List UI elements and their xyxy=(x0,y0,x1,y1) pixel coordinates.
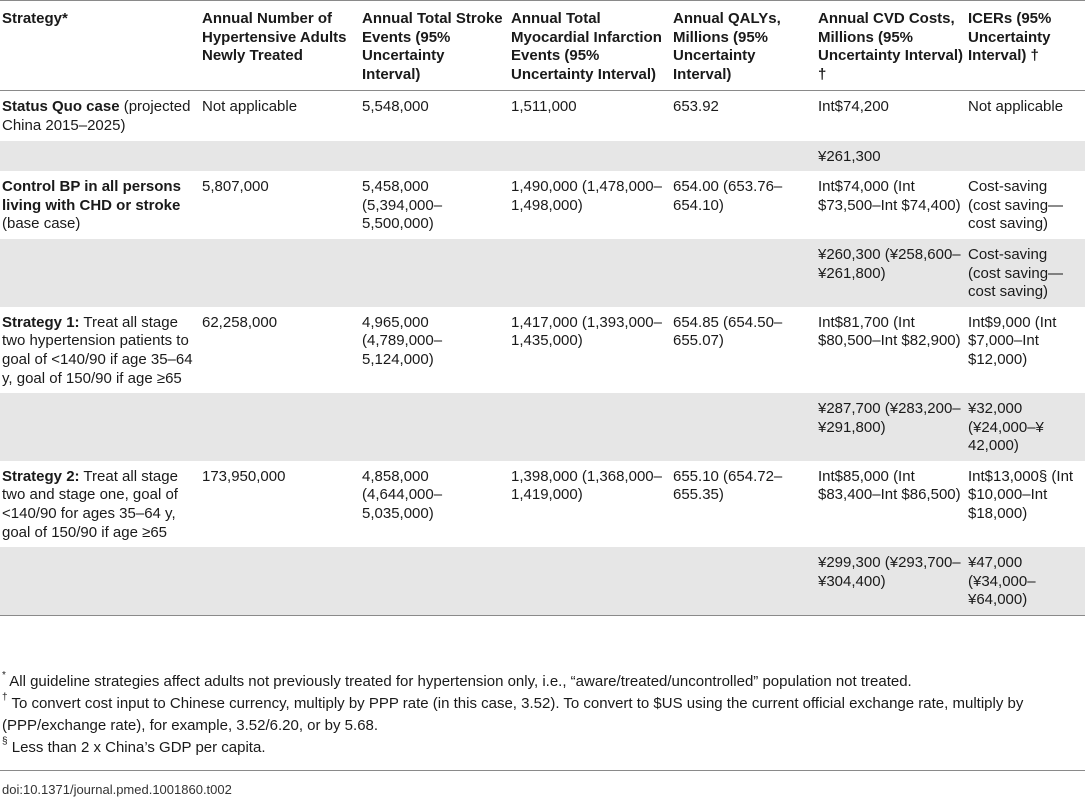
cell-costs: ¥260,300 (¥258,600–¥261,800) xyxy=(816,238,966,307)
cell-mi xyxy=(509,238,671,307)
cell-mi: 1,398,000 (1,368,000–1,419,000) xyxy=(511,467,662,504)
cell-strategy xyxy=(0,547,200,617)
table-row: Strategy 2: Treat all stage two and stag… xyxy=(0,461,1085,547)
cell-treated xyxy=(200,393,360,461)
table-row: ¥299,300 (¥293,700–¥304,400) ¥47,000 (¥3… xyxy=(0,547,1085,617)
header-cvd-costs: Annual CVD Costs, Millions (95% Uncertai… xyxy=(816,0,966,92)
cell-treated: 62,258,000 xyxy=(202,313,278,331)
strategy-name: Control BP in all persons living with CH… xyxy=(2,178,181,214)
cell-icers: ¥47,000 (¥34,000–¥64,000) xyxy=(966,547,1085,617)
cell-costs: Int$74,200 xyxy=(818,98,889,116)
table-row: ¥287,700 (¥283,200–¥291,800) ¥32,000 (¥2… xyxy=(0,393,1085,461)
header-stroke-events: Annual Total Stroke Events (95% Uncertai… xyxy=(360,0,509,92)
cell-strategy xyxy=(0,393,200,461)
cell-costs: ¥299,300 (¥293,700–¥304,400) xyxy=(816,547,966,617)
cell-treated xyxy=(200,238,360,307)
cell-stroke xyxy=(360,393,509,461)
cell-icers: Int$13,000§ (Int $10,000–Int $18,000) xyxy=(968,467,1074,523)
footnote: * All guideline strategies affect adults… xyxy=(2,671,1082,693)
cell-mi: 1,511,000 xyxy=(511,98,577,116)
cell-qalys: 654.00 (653.76–654.10) xyxy=(673,178,783,214)
cell-strategy xyxy=(0,238,200,307)
cell-strategy: Strategy 1: Treat all stage two hyperten… xyxy=(0,307,200,393)
footnote-mark: § xyxy=(2,736,8,747)
cell-stroke: 5,548,000 xyxy=(362,98,429,116)
strategy-name: Status Quo case xyxy=(2,98,120,116)
cell-costs: Int$85,000 (Int $83,400–Int $86,500) xyxy=(818,467,961,504)
cell-icers: Cost-saving (cost saving—cost saving) xyxy=(968,178,1064,233)
cell-mi xyxy=(509,393,671,461)
cell-stroke xyxy=(360,547,509,617)
header-row: Strategy* Annual Number of Hypertensive … xyxy=(0,0,1085,92)
cell-qalys: 654.85 (654.50–655.07) xyxy=(673,313,783,350)
cell-strategy: Control BP in all persons living with CH… xyxy=(0,171,200,239)
cell-icers: ¥32,000 (¥24,000–¥ 42,000) xyxy=(966,393,1085,461)
cell-mi xyxy=(509,140,671,172)
cell-qalys xyxy=(671,238,816,307)
table-row: ¥260,300 (¥258,600–¥261,800) Cost-saving… xyxy=(0,238,1085,307)
results-table: Strategy* Annual Number of Hypertensive … xyxy=(0,0,1085,617)
footnote-mark: † xyxy=(2,692,8,703)
cell-qalys xyxy=(671,140,816,172)
cell-qalys xyxy=(671,547,816,617)
header-qalys: Annual QALYs, Millions (95% Uncertainty … xyxy=(671,0,816,92)
table-row: Strategy 1: Treat all stage two hyperten… xyxy=(0,307,1085,393)
divider xyxy=(0,770,1085,771)
strategy-name: Strategy 2: xyxy=(2,467,80,485)
cell-strategy: Strategy 2: Treat all stage two and stag… xyxy=(0,461,200,547)
cell-treated xyxy=(200,140,360,172)
footnotes: * All guideline strategies affect adults… xyxy=(2,671,1082,759)
cell-mi: 1,490,000 (1,478,000–1,498,000) xyxy=(511,178,662,214)
cell-treated: 5,807,000 xyxy=(202,178,269,196)
cell-costs: Int$74,000 (Int $73,500–Int $74,400) xyxy=(818,178,961,214)
cell-mi xyxy=(509,547,671,617)
header-icers: ICERs (95% Uncertainty Interval) † xyxy=(966,0,1085,92)
cell-costs: ¥287,700 (¥283,200–¥291,800) xyxy=(816,393,966,461)
table-row: Control BP in all persons living with CH… xyxy=(0,171,1085,239)
cell-qalys: 655.10 (654.72–655.35) xyxy=(673,467,783,504)
cell-stroke xyxy=(360,238,509,307)
cell-stroke: 4,965,000 (4,789,000–5,124,000) xyxy=(362,313,443,368)
footnote-mark: * xyxy=(2,670,6,681)
cell-icers: Not applicable xyxy=(968,98,1064,116)
doi-link[interactable]: doi:10.1371/journal.pmed.1001860.t002 xyxy=(2,782,232,797)
cell-mi: 1,417,000 (1,393,000–1,435,000) xyxy=(511,313,662,350)
cell-strategy xyxy=(0,140,200,172)
table-row: ¥261,300 xyxy=(0,140,1085,172)
footnote: † To convert cost input to Chinese curre… xyxy=(2,693,1082,737)
footnote-text: All guideline strategies affect adults n… xyxy=(5,673,912,690)
cell-icers: Int$9,000 (Int $7,000–Int $12,000) xyxy=(968,313,1057,368)
strategy-name: Strategy 1: xyxy=(2,313,80,331)
cell-stroke xyxy=(360,140,509,172)
strategy-description: (projected China 2015–2025) xyxy=(2,98,191,134)
strategy-description: Treat all stage two and stage one, goal … xyxy=(2,467,178,541)
header-newly-treated: Annual Number of Hypertensive Adults New… xyxy=(200,0,360,92)
cell-icers xyxy=(966,140,1085,172)
cell-costs: Int$81,700 (Int $80,500–Int $82,900) xyxy=(818,313,961,350)
cell-stroke: 5,458,000 (5,394,000–5,500,000) xyxy=(362,178,443,233)
cell-qalys: 653.92 xyxy=(673,98,719,116)
cell-treated: Not applicable xyxy=(202,98,298,116)
cell-qalys xyxy=(671,393,816,461)
footnote-text: Less than 2 x China’s GDP per capita. xyxy=(7,739,266,756)
table-row: Status Quo case (projected China 2015–20… xyxy=(0,91,1085,141)
strategy-description: (base case) xyxy=(2,215,81,233)
cell-costs: ¥261,300 xyxy=(816,140,966,172)
header-strategy: Strategy* xyxy=(0,0,200,92)
cell-strategy: Status Quo case (projected China 2015–20… xyxy=(0,91,200,141)
cell-stroke: 4,858,000 (4,644,000–5,035,000) xyxy=(362,467,443,523)
strategy-description: Treat all stage two hypertension patient… xyxy=(2,313,193,387)
cell-icers: Cost-saving (cost saving—cost saving) xyxy=(966,238,1085,307)
cell-treated: 173,950,000 xyxy=(202,467,286,485)
header-mi-events: Annual Total Myocardial Infarction Event… xyxy=(509,0,671,92)
footnote: § Less than 2 x China’s GDP per capita. xyxy=(2,737,1082,759)
footnote-text: To convert cost input to Chinese currenc… xyxy=(2,695,1024,734)
cell-treated xyxy=(200,547,360,617)
